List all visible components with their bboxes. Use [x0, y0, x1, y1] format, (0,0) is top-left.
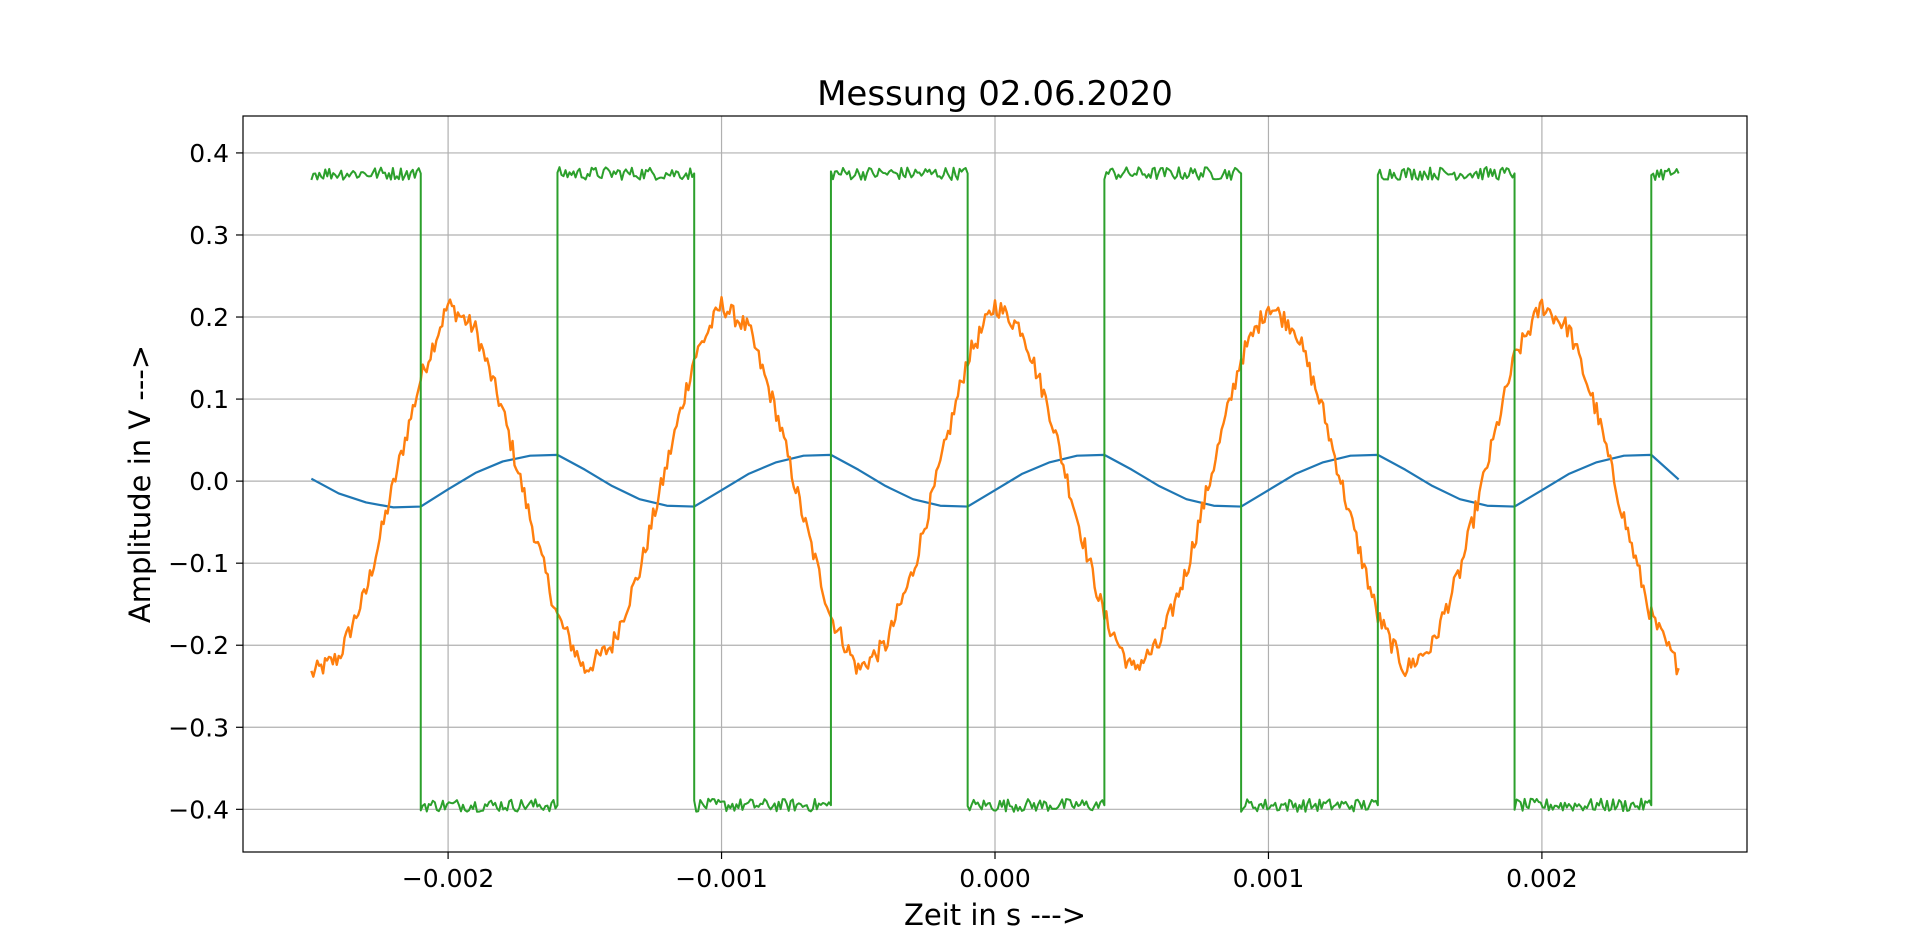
- y-tick-label: 0.0: [189, 467, 229, 496]
- series-layer: [310, 166, 1680, 813]
- y-tick-label: −0.3: [168, 713, 229, 742]
- y-tick-label: −0.2: [168, 631, 229, 660]
- x-tick-label: −0.001: [675, 864, 768, 893]
- series-line-3: [310, 166, 1680, 813]
- y-tick-label: −0.1: [168, 549, 229, 578]
- chart-title: Messung 02.06.2020: [817, 74, 1173, 114]
- y-tick-label: 0.1: [189, 385, 229, 414]
- y-axis-label: Amplitude in V --->: [123, 345, 157, 623]
- y-tick-label: 0.3: [189, 221, 229, 250]
- x-tick-label: 0.002: [1506, 864, 1578, 893]
- y-tick-label: −0.4: [168, 795, 229, 824]
- y-tick-label: 0.2: [189, 303, 229, 332]
- x-tick-label: −0.002: [402, 864, 495, 893]
- x-tick-label: 0.000: [959, 864, 1031, 893]
- series-line-2: [310, 295, 1680, 678]
- y-tick-label: 0.4: [189, 139, 229, 168]
- x-tick-label: 0.001: [1233, 864, 1305, 893]
- x-axis-label: Zeit in s --->: [904, 898, 1086, 932]
- series-line-1: [310, 453, 1680, 509]
- grid-lines: [243, 116, 1747, 852]
- axis-ticks: −0.002 −0.001 0.000 0.001 0.002 −0.4 −0.3 −0.2 −…: [168, 139, 1577, 893]
